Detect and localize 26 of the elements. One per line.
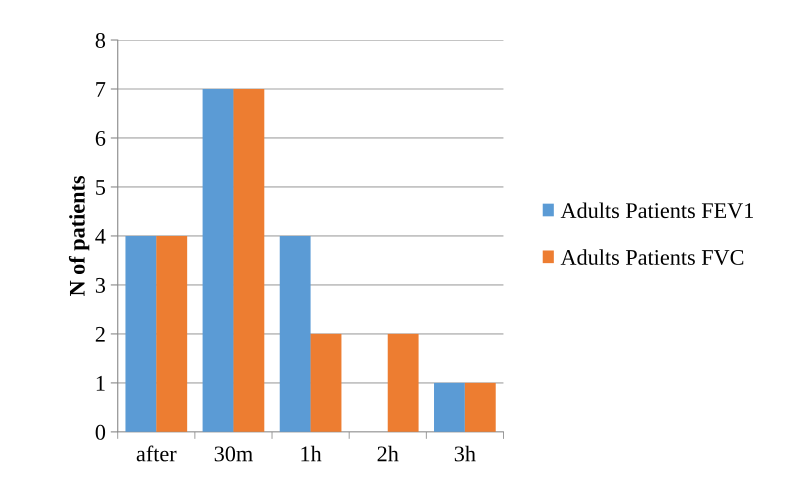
bar [310, 334, 342, 432]
y-tick-label: 0 [96, 424, 106, 440]
bar [464, 382, 496, 432]
legend-label: Adults Patients FEV1 [560, 202, 754, 218]
bar [202, 89, 234, 432]
bar [156, 236, 188, 432]
bar [388, 334, 419, 432]
y-axis-title: N of patients [68, 176, 90, 296]
y-tick-label: 5 [96, 180, 106, 195]
y-tick-label: 8 [96, 32, 106, 48]
x-tick-label: 2h [378, 446, 399, 462]
y-tick-label: 4 [95, 229, 106, 244]
x-tick-label: 30m [214, 446, 253, 462]
bar [280, 236, 311, 432]
x-tick-label: 1h [301, 446, 322, 462]
bar [434, 382, 465, 432]
y-tick-label: 3 [96, 278, 106, 293]
bar [125, 236, 156, 432]
y-tick-label: 7 [96, 82, 106, 97]
y-tick-label: 2 [96, 326, 105, 342]
x-tick-label: 3h [454, 446, 476, 462]
legend-label: Adults Patients FVC [560, 249, 744, 266]
y-tick-label: 1 [96, 376, 105, 391]
x-tick-label: after [136, 446, 176, 462]
y-tick-label: 6 [96, 130, 106, 146]
bar [233, 89, 264, 432]
